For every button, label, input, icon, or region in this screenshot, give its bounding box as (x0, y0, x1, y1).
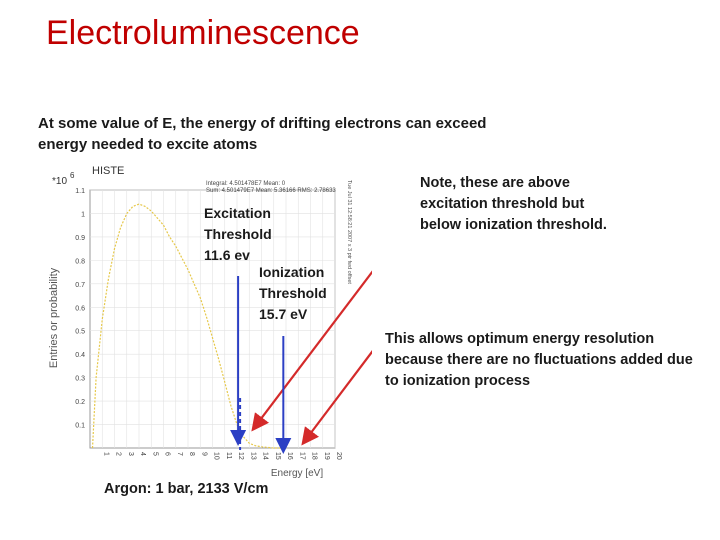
excitation-threshold-label: Excitation Threshold 11.6 ev (204, 203, 272, 266)
ionization-threshold-label: Ionization Threshold 15.7 eV (259, 262, 327, 325)
x-tick-label: 20 (335, 452, 342, 460)
x-tick-label: 8 (188, 452, 195, 456)
x-tick-label: 6 (164, 452, 171, 456)
stats-line-2: Sum: 4.501479E7 Mean: 5.36166 RMS: 2.786… (206, 188, 336, 194)
x-tick-label: 14 (262, 452, 269, 460)
note-arrow-lower (301, 350, 372, 446)
y-exponent: 6 (70, 171, 75, 180)
y-tick-label: 1 (81, 211, 85, 218)
side-stamp: Tue Jul 31 12:58:21 2007 x 3 ptr fwd off… (346, 180, 352, 284)
x-tick-label: 11 (225, 452, 232, 459)
x-tick-label: 7 (176, 452, 183, 456)
intro-text: At some value of E, the energy of drifti… (38, 115, 487, 153)
x-tick-label: 4 (139, 452, 146, 456)
slide-title: Electroluminescence (46, 14, 360, 52)
y-axis-label: Entries or probability (48, 267, 60, 368)
x-tick-label: 18 (311, 452, 318, 460)
footer-caption: Argon: 1 bar, 2133 V/cm (104, 481, 269, 497)
x-tick-label: 9 (200, 452, 207, 456)
stats-line-1: Integral: 4.501478E7 Mean: 0 (206, 181, 286, 187)
y-tick-label: 0.4 (75, 352, 85, 359)
note-arrow-upper (251, 270, 372, 432)
y-tick-label: 0.2 (75, 399, 85, 406)
x-tick-label: 3 (127, 452, 134, 456)
ionization-line1: Ionization (259, 264, 325, 280)
resolution-text: This allows optimum energy resolution be… (385, 331, 693, 389)
x-tick-label: 12 (237, 452, 244, 460)
excitation-line2: Threshold (204, 226, 272, 242)
x-tick-labels: 1 2 3 4 5 6 7 8 9 10 11 12 13 14 15 16 17 18 19 20 (102, 452, 342, 460)
y-tick-label: 1.1 (75, 188, 85, 195)
x-tick-label: 1 (102, 452, 109, 456)
x-tick-label: 17 (298, 452, 305, 460)
x-tick-label: 16 (286, 452, 293, 460)
grid-lines (90, 189, 336, 448)
ionization-line3: 15.7 eV (259, 306, 308, 322)
y-multiplier: *10 (52, 176, 67, 187)
ionization-line2: Threshold (259, 285, 327, 301)
y-tick-label: 0.9 (75, 235, 85, 242)
y-tick-labels: 0.1 0.2 0.3 0.4 0.5 0.6 0.7 0.8 0.9 1 1.1 (75, 188, 85, 430)
excitation-line3: 11.6 ev (204, 247, 250, 263)
y-tick-label: 0.6 (75, 305, 85, 312)
x-tick-label: 2 (115, 452, 122, 456)
y-tick-label: 0.5 (75, 329, 85, 336)
note-text: Note, these are above excitation thresho… (420, 175, 607, 233)
x-tick-label: 5 (151, 452, 158, 456)
y-tick-label: 0.7 (75, 282, 85, 289)
x-tick-label: 15 (274, 452, 281, 460)
y-tick-label: 0.8 (75, 258, 85, 265)
x-tick-label: 13 (249, 452, 256, 460)
excitation-line1: Excitation (204, 205, 271, 221)
y-tick-label: 0.1 (75, 423, 85, 430)
y-tick-label: 0.3 (75, 376, 85, 383)
x-tick-label: 10 (213, 452, 220, 460)
x-tick-label: 19 (323, 452, 330, 460)
histogram-name: HISTE (92, 165, 124, 177)
x-axis-label: Energy [eV] (271, 468, 323, 479)
